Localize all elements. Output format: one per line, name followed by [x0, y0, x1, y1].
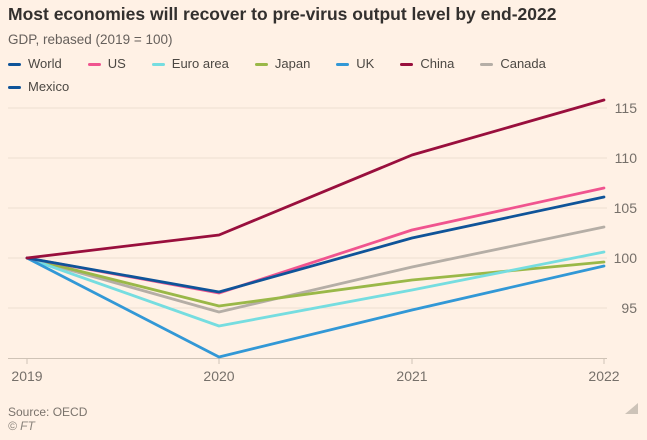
y-tick-label-105: 105 [614, 200, 638, 216]
series-line-uk [25, 256, 606, 359]
legend-swatch-us [87, 62, 101, 66]
source-note: Source: OECD [8, 405, 88, 419]
legend-item-uk: UK [336, 56, 374, 72]
legend-swatch-world [8, 62, 21, 66]
legend-item-japan: Japan [254, 56, 311, 72]
legend-item-china: China [400, 56, 454, 72]
x-tick-label-2022: 2022 [588, 368, 619, 384]
y-tick-label-115: 115 [615, 100, 638, 116]
legend-label: World [28, 56, 62, 71]
legend-item-mexico: Mexico [8, 79, 69, 95]
series-line-us [25, 186, 606, 295]
ft-copyright: © FT [8, 419, 35, 433]
legend-label: UK [356, 56, 375, 71]
legend-label: China [420, 56, 455, 71]
series-line-canada [25, 225, 606, 314]
legend-item-euro-area: Euro area [151, 56, 229, 72]
legend-label: US [107, 56, 126, 71]
legend-swatch-euro-area [151, 62, 165, 66]
legend-swatch-mexico [8, 85, 21, 89]
x-tick-label-2020: 2020 [203, 368, 234, 384]
legend-item-canada: Canada [480, 56, 546, 72]
legend-label: Canada [500, 56, 546, 71]
y-tick-label-110: 110 [615, 150, 638, 166]
x-tick-label-2019: 2019 [11, 368, 42, 384]
legend-item-world: World [8, 56, 62, 72]
series-line-world [25, 195, 606, 294]
legend: World US Euro area Japan UK China Canada Mexico [8, 56, 556, 95]
legend-label: Japan [274, 56, 311, 71]
x-tick-label-2021: 2021 [396, 368, 427, 384]
legend-swatch-china [400, 62, 414, 66]
legend-swatch-canada [480, 62, 494, 66]
legend-swatch-japan [254, 62, 268, 66]
chart-title: Most economies will recover to pre-virus… [8, 4, 557, 24]
legend-swatch-uk [336, 62, 350, 66]
y-tick-label-100: 100 [614, 250, 638, 266]
legend-label: Euro area [171, 56, 229, 71]
chart-subtitle: GDP, rebased (2019 = 100) [8, 32, 173, 47]
legend-item-us: US [87, 56, 126, 72]
resize-grabber-icon[interactable] [625, 403, 638, 414]
series-line-euro-area [25, 250, 606, 328]
legend-label: Mexico [28, 79, 70, 94]
y-tick-label-95: 95 [621, 300, 637, 316]
series-line-china [25, 98, 606, 260]
